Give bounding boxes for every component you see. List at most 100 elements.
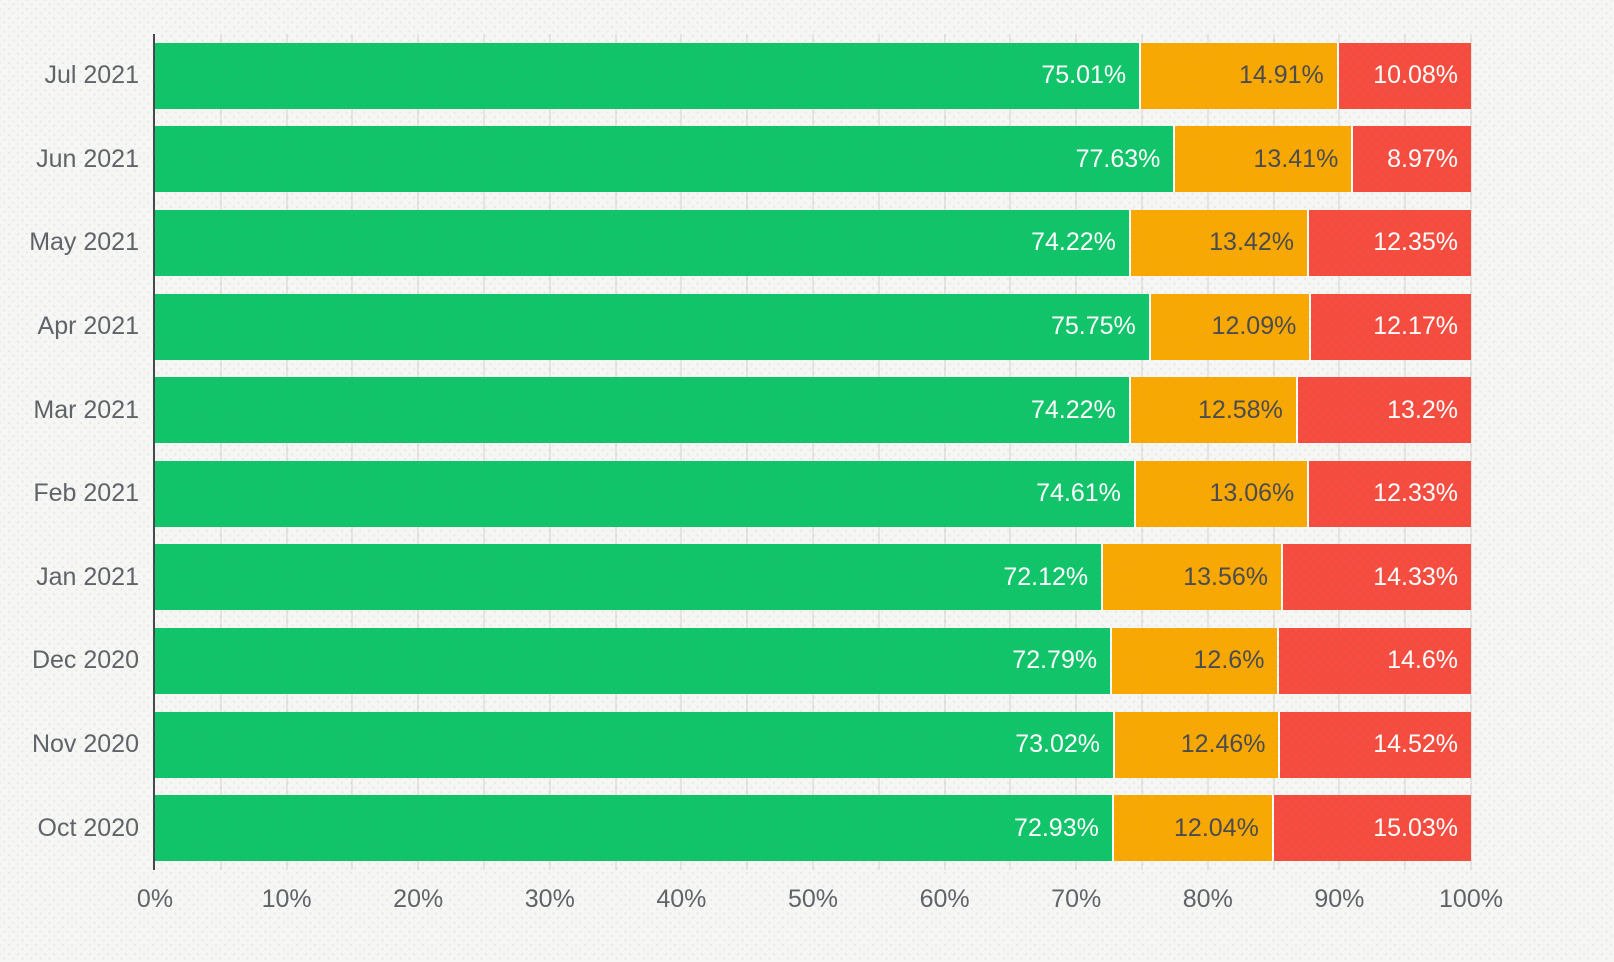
bar-segment-orange[interactable]: 13.56% [1101, 544, 1282, 611]
bar-segment-orange[interactable]: 13.06% [1133, 460, 1308, 527]
bar-row: 74.22% 13.42% 12.35% [155, 201, 1471, 285]
gridline-35pct [614, 34, 617, 870]
x-tick-label: 90% [1314, 885, 1365, 913]
bar-segment-green[interactable]: 72.12% [155, 544, 1102, 611]
bar-segment-red[interactable]: 15.03% [1271, 795, 1471, 862]
bar-segment-red[interactable]: 10.08% [1336, 42, 1471, 109]
stacked-bar-jun-2021: 77.63% 13.41% 8.97% [155, 126, 1471, 193]
y-tick-label: Jun 2021 [36, 144, 139, 173]
x-tick-label: 10% [261, 885, 312, 913]
segment-value-label: 12.04% [1174, 813, 1259, 842]
segment-value-label: 12.17% [1373, 312, 1458, 341]
segment-value-label: 12.58% [1198, 395, 1283, 424]
segment-value-label: 13.06% [1209, 479, 1295, 508]
segment-value-label: 10.08% [1373, 61, 1458, 90]
y-tick-band: Jun 2021 [0, 118, 139, 202]
bar-segment-green[interactable]: 72.79% [155, 627, 1111, 694]
bar-rows: 75.01% 14.91% 10.08% 77.63% 13.41% 8.97% 74.22… [155, 34, 1471, 870]
bar-segment-red[interactable]: 14.33% [1281, 544, 1471, 611]
y-axis-labels: Jul 2021 Jun 2021 May 2021 Apr 2021 Mar 2021… [0, 34, 139, 870]
y-tick-band: Jul 2021 [0, 34, 139, 118]
bar-segment-green[interactable]: 75.01% [155, 42, 1140, 109]
gridline-80pct [1206, 34, 1209, 870]
gridline-20pct [417, 34, 420, 870]
bar-segment-green[interactable]: 72.93% [155, 795, 1112, 862]
bar-segment-red[interactable]: 14.6% [1277, 627, 1471, 694]
y-axis-line [153, 34, 155, 870]
segment-value-label: 13.56% [1183, 562, 1269, 591]
segment-value-label: 15.03% [1373, 813, 1458, 842]
segment-value-label: 14.91% [1238, 61, 1324, 90]
gridline-10pct [285, 34, 288, 870]
gridline-40pct [680, 34, 683, 870]
bar-segment-red[interactable]: 8.97% [1351, 126, 1471, 193]
x-axis-labels: 0% 10% 20% 30% 40% 50% 60% 70% 80% 90% 100% [137, 870, 1503, 930]
gridline-25pct [483, 34, 485, 870]
bar-row: 77.63% 13.41% 8.97% [155, 118, 1471, 202]
segment-value-label: 75.01% [1041, 61, 1127, 90]
gridline-95pct [1404, 34, 1407, 870]
segment-value-label: 13.42% [1209, 228, 1294, 257]
x-tick-label: 100% [1439, 885, 1503, 913]
bar-segment-orange[interactable]: 14.91% [1139, 42, 1337, 109]
bar-segment-green[interactable]: 73.02% [155, 711, 1114, 778]
segment-value-label: 73.02% [1015, 730, 1101, 759]
gridline-5pct [219, 34, 222, 870]
segment-value-label: 72.79% [1012, 646, 1098, 675]
bar-segment-green[interactable]: 74.22% [155, 209, 1129, 276]
gridline-50pct [812, 34, 814, 870]
bar-row: 72.12% 13.56% 14.33% [155, 536, 1471, 620]
bar-segment-red[interactable]: 14.52% [1278, 711, 1471, 778]
y-tick-label: Nov 2020 [31, 730, 139, 759]
gridline-60pct [943, 34, 946, 870]
segment-value-label: 12.09% [1211, 312, 1297, 341]
y-tick-label: Jan 2021 [36, 562, 139, 591]
x-tick-label: 60% [919, 885, 970, 913]
y-tick-label: Apr 2021 [37, 312, 139, 341]
y-tick-band: Dec 2020 [0, 619, 139, 703]
y-tick-band: Oct 2020 [0, 786, 139, 870]
bar-segment-green[interactable]: 74.61% [155, 460, 1134, 527]
bar-segment-orange[interactable]: 12.04% [1111, 795, 1272, 862]
y-tick-label: Oct 2020 [37, 813, 139, 842]
segment-value-label: 74.22% [1030, 395, 1116, 424]
y-tick-band: Feb 2021 [0, 452, 139, 536]
segment-value-label: 77.63% [1075, 144, 1161, 173]
bar-segment-orange[interactable]: 12.6% [1110, 627, 1278, 694]
bar-row: 72.79% 12.6% 14.6% [155, 619, 1471, 703]
segment-value-label: 12.33% [1373, 479, 1458, 508]
segment-value-label: 72.12% [1003, 562, 1089, 591]
y-tick-label: Feb 2021 [33, 479, 139, 508]
gridline-30pct [548, 34, 551, 870]
bar-segment-orange[interactable]: 13.41% [1173, 126, 1352, 193]
bar-segment-red[interactable]: 13.2% [1295, 377, 1471, 444]
bar-segment-red[interactable]: 12.17% [1309, 293, 1471, 360]
segment-value-label: 12.35% [1373, 228, 1458, 257]
bar-segment-orange[interactable]: 12.09% [1148, 293, 1310, 360]
segment-value-label: 12.6% [1193, 646, 1265, 675]
y-tick-label: Jul 2021 [44, 61, 139, 90]
segment-value-label: 13.2% [1387, 395, 1458, 424]
stacked-bar-feb-2021: 74.61% 13.06% 12.33% [155, 460, 1471, 527]
bar-segment-green[interactable]: 74.22% [155, 377, 1129, 444]
x-tick-label: 30% [524, 885, 575, 913]
y-tick-label: Mar 2021 [33, 395, 139, 424]
x-tick-label: 0% [136, 885, 174, 913]
bar-segment-orange[interactable]: 13.42% [1128, 209, 1307, 276]
segment-value-label: 14.6% [1387, 646, 1458, 675]
bar-segment-orange[interactable]: 12.58% [1128, 377, 1296, 444]
bar-segment-green[interactable]: 77.63% [155, 126, 1174, 193]
gridline-45pct [746, 34, 749, 870]
y-tick-band: Nov 2020 [0, 703, 139, 787]
bar-row: 75.01% 14.91% 10.08% [155, 34, 1471, 118]
stacked-bar-nov-2020: 73.02% 12.46% 14.52% [155, 711, 1471, 778]
bar-segment-orange[interactable]: 12.46% [1113, 711, 1279, 778]
segment-value-label: 14.33% [1373, 562, 1458, 591]
bar-row: 75.75% 12.09% 12.17% [155, 285, 1471, 369]
bar-segment-red[interactable]: 12.33% [1307, 460, 1471, 527]
segment-value-label: 12.46% [1180, 730, 1266, 759]
segment-value-label: 8.97% [1387, 144, 1458, 173]
bar-segment-green[interactable]: 75.75% [155, 293, 1149, 360]
bar-segment-red[interactable]: 12.35% [1306, 209, 1471, 276]
bar-row: 74.61% 13.06% 12.33% [155, 452, 1471, 536]
